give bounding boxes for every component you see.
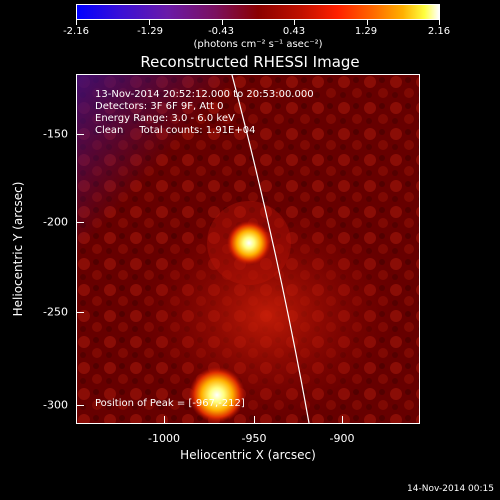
y-axis-label: Heliocentric Y (arcsec) bbox=[11, 181, 25, 317]
y-tick bbox=[76, 134, 84, 135]
x-tick-label: -1000 bbox=[148, 432, 180, 445]
x-axis-label: Heliocentric X (arcsec) bbox=[180, 448, 316, 462]
y-tick bbox=[76, 405, 84, 406]
colorbar-tick-label: -0.43 bbox=[208, 26, 234, 37]
colorbar-tick-label: 0.43 bbox=[282, 26, 306, 37]
colorbar-unit-label: (photons cm⁻² s⁻¹ asec⁻²) bbox=[193, 39, 323, 50]
colorbar-tick-label: 2.16 bbox=[427, 26, 451, 37]
x-tick bbox=[254, 416, 255, 424]
x-tick-label: -900 bbox=[329, 432, 355, 445]
colorbar-tick bbox=[149, 20, 150, 25]
colorbar-tick bbox=[367, 20, 368, 25]
info-detectors: Detectors: 3F 6F 9F, Att 0 bbox=[95, 101, 224, 112]
info-clean-counts: Clean Total counts: 1.91E+04 bbox=[95, 125, 256, 136]
y-tick-label: -150 bbox=[43, 127, 68, 141]
colorbar-tick bbox=[76, 20, 77, 25]
x-tick bbox=[164, 416, 165, 424]
flare-source-lower bbox=[189, 367, 245, 423]
colorbar-tick bbox=[222, 20, 223, 25]
colorbar-tick-label: -2.16 bbox=[63, 26, 89, 37]
y-tick bbox=[76, 312, 84, 313]
plot-title: Reconstructed RHESSI Image bbox=[140, 53, 360, 71]
info-energy-range: Energy Range: 3.0 - 6.0 keV bbox=[95, 113, 235, 124]
info-peak-position: Position of Peak = [-967,-212] bbox=[95, 398, 245, 409]
y-tick-label: -250 bbox=[43, 305, 68, 319]
colorbar-tick bbox=[294, 20, 295, 25]
colorbar-tick-label: -1.29 bbox=[137, 26, 163, 37]
x-tick-label: -950 bbox=[241, 432, 267, 445]
footer-date: 14-Nov-2014 00:15 bbox=[407, 484, 494, 494]
solar-limb-line bbox=[231, 75, 310, 423]
y-tick-label: -300 bbox=[43, 398, 68, 412]
y-tick bbox=[76, 222, 84, 223]
flare-source-upper bbox=[227, 221, 271, 265]
colorbar-tick-label: 1.29 bbox=[354, 26, 378, 37]
y-tick-label: -200 bbox=[43, 215, 68, 229]
info-time-range: 13-Nov-2014 20:52:12.000 to 20:53:00.000 bbox=[95, 89, 314, 100]
colorbar-tick bbox=[439, 20, 440, 25]
x-tick bbox=[342, 416, 343, 424]
rhessi-image bbox=[76, 74, 420, 424]
colorbar bbox=[76, 4, 440, 20]
